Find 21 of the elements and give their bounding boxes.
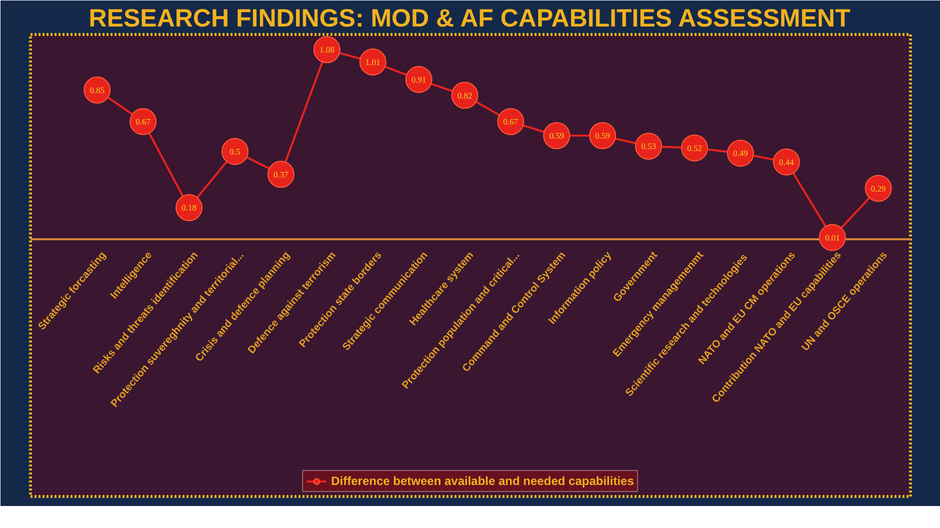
data-label: 1.08 [319, 44, 334, 55]
data-label: 0.29 [870, 183, 886, 194]
data-label: 0.18 [182, 202, 196, 213]
data-label: 0.59 [549, 130, 564, 141]
data-label: 1.01 [365, 56, 380, 67]
data-label: 0.59 [595, 130, 610, 141]
data-label: 0.85 [90, 85, 105, 96]
legend-label: Difference between available and needed capabilities [331, 474, 634, 488]
data-label: 0.91 [411, 74, 426, 85]
data-label: 0.49 [733, 148, 748, 158]
data-label: 0.67 [136, 116, 151, 127]
chart-title: RESEARCH FINDINGS: MOD & AF CAPABILITIES ASSESSMENT [88, 4, 850, 32]
data-label: 0.52 [687, 142, 702, 153]
data-label: 0.82 [457, 90, 472, 100]
data-label: 0.53 [641, 141, 656, 152]
data-label: 0.44 [778, 157, 795, 168]
data-label: 0.67 [503, 116, 518, 127]
data-label: 0.37 [274, 169, 288, 180]
point [221, 138, 248, 165]
data-label: 0.01 [824, 232, 840, 242]
data-label: 0.5 [230, 146, 240, 156]
